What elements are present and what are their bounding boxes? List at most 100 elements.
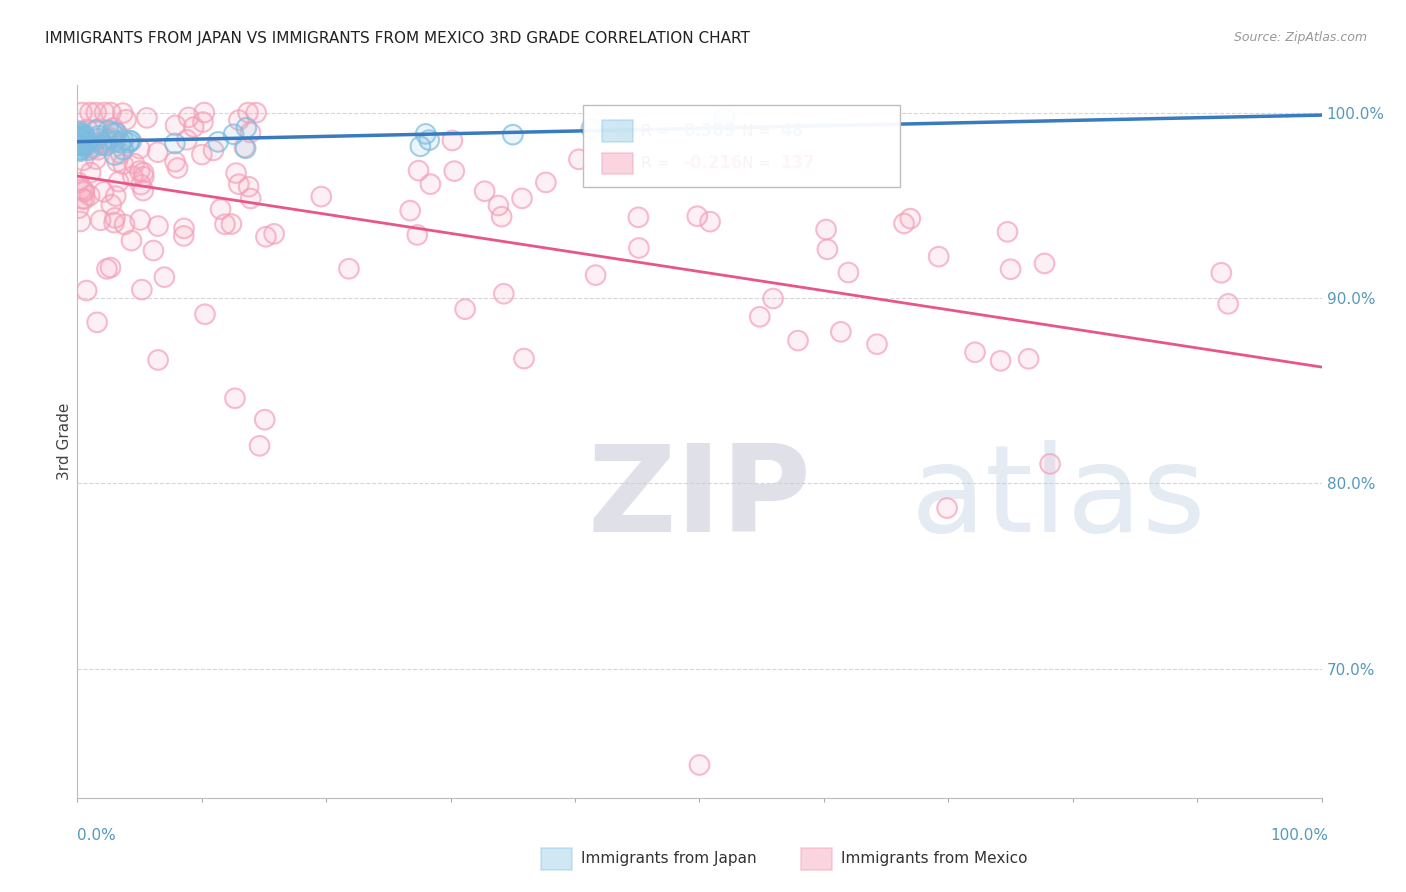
Point bbox=[128, 164, 150, 178]
Point bbox=[191, 115, 214, 129]
Point bbox=[107, 175, 129, 189]
Point bbox=[928, 250, 950, 264]
Point bbox=[399, 203, 422, 218]
Text: Immigrants from Mexico: Immigrants from Mexico bbox=[841, 852, 1028, 866]
Point bbox=[73, 127, 96, 141]
Point bbox=[815, 222, 838, 236]
Text: atlas: atlas bbox=[911, 440, 1206, 558]
Point bbox=[67, 176, 90, 190]
Point bbox=[76, 136, 98, 150]
Point bbox=[69, 144, 91, 158]
Point bbox=[105, 154, 128, 169]
Point bbox=[689, 758, 711, 772]
Point bbox=[70, 142, 93, 156]
Point bbox=[79, 140, 101, 154]
Point bbox=[69, 127, 91, 141]
Point bbox=[689, 758, 711, 772]
Point bbox=[96, 261, 118, 276]
Point bbox=[128, 164, 150, 178]
Point bbox=[209, 202, 232, 217]
Point bbox=[124, 156, 146, 170]
Point bbox=[121, 169, 143, 184]
Point bbox=[112, 157, 135, 171]
Point bbox=[90, 137, 112, 152]
Point bbox=[77, 143, 100, 157]
Point bbox=[87, 128, 110, 143]
Point bbox=[194, 307, 217, 321]
Point bbox=[69, 214, 91, 228]
Point bbox=[73, 183, 96, 197]
Point bbox=[762, 292, 785, 306]
Point bbox=[100, 260, 122, 275]
Point bbox=[132, 184, 155, 198]
Point bbox=[173, 221, 195, 235]
Point bbox=[76, 138, 98, 153]
Point bbox=[254, 229, 277, 244]
Point bbox=[163, 136, 186, 151]
Point bbox=[207, 135, 229, 149]
Point bbox=[84, 123, 107, 137]
Point bbox=[76, 122, 98, 136]
Point bbox=[534, 175, 557, 189]
Point bbox=[146, 353, 169, 368]
Point bbox=[502, 128, 524, 142]
Point bbox=[214, 217, 236, 231]
Point bbox=[69, 143, 91, 157]
Point bbox=[399, 203, 422, 218]
Point bbox=[409, 139, 432, 153]
Point bbox=[443, 164, 465, 178]
Point bbox=[120, 134, 142, 148]
Point bbox=[936, 501, 959, 516]
Point bbox=[129, 213, 152, 227]
Point bbox=[311, 189, 333, 203]
Point bbox=[96, 132, 118, 146]
Point bbox=[90, 213, 112, 227]
Point bbox=[132, 165, 155, 179]
Point bbox=[87, 122, 110, 136]
Text: 100.0%: 100.0% bbox=[1271, 829, 1329, 843]
Point bbox=[72, 138, 94, 153]
Point bbox=[90, 213, 112, 227]
Point bbox=[221, 217, 243, 231]
Point bbox=[409, 139, 432, 153]
Point bbox=[104, 189, 127, 203]
Point bbox=[100, 260, 122, 275]
Point bbox=[67, 201, 90, 215]
Point bbox=[513, 351, 536, 366]
Point bbox=[103, 120, 125, 135]
Point bbox=[72, 131, 94, 145]
Point bbox=[86, 315, 108, 329]
Point bbox=[214, 217, 236, 231]
Point bbox=[153, 270, 176, 285]
Point bbox=[936, 501, 959, 516]
Y-axis label: 3rd Grade: 3rd Grade bbox=[56, 403, 72, 480]
Point bbox=[84, 105, 107, 120]
Point bbox=[1211, 266, 1233, 280]
Point bbox=[115, 112, 138, 127]
Point bbox=[194, 307, 217, 321]
Point bbox=[193, 105, 215, 120]
Point bbox=[117, 136, 139, 150]
Point bbox=[69, 130, 91, 145]
Point bbox=[225, 166, 247, 180]
Point bbox=[73, 128, 96, 143]
Point bbox=[87, 131, 110, 145]
Point bbox=[104, 189, 127, 203]
Point bbox=[627, 211, 650, 225]
Point bbox=[112, 157, 135, 171]
Point bbox=[239, 192, 262, 206]
Point bbox=[136, 111, 159, 125]
Point bbox=[77, 143, 100, 157]
Point bbox=[73, 128, 96, 143]
Point bbox=[1039, 457, 1062, 471]
Point bbox=[100, 131, 122, 145]
Point bbox=[77, 133, 100, 147]
Point bbox=[112, 143, 135, 157]
Point bbox=[235, 120, 257, 135]
Point bbox=[146, 353, 169, 368]
Point bbox=[415, 127, 437, 141]
Point bbox=[236, 105, 259, 120]
Point bbox=[441, 133, 464, 147]
Point bbox=[69, 127, 91, 141]
Point bbox=[221, 217, 243, 231]
